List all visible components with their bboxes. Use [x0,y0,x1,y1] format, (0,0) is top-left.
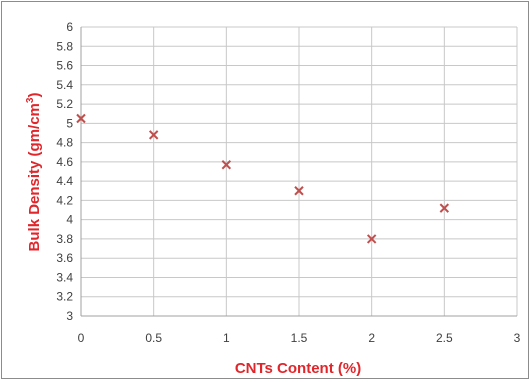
y-tick-label: 5.6 [56,59,73,73]
y-tick-label: 5.4 [56,78,73,92]
data-point-marker [76,113,86,124]
y-tick-label: 6 [66,20,73,34]
y-tick-label: 5.8 [56,39,73,53]
y-tick-label: 3.6 [56,251,73,265]
y-tick-labels: 3 3.2 3.4 3.6 3.8 4 4.2 4.4 4.6 4.8 5 5.2 5.4 5.6 5.8 6 [56,20,73,323]
y-axis-title-superscript: 3 [25,97,36,103]
x-axis-title: CNTs Content (%) [235,360,361,377]
y-axis-title: Bulk Density (gm/cm3) [25,93,43,252]
y-tick-label: 3.8 [56,232,73,246]
data-point-marker [221,160,232,170]
y-tick-label: 3.2 [56,290,73,304]
y-tick-label: 5.2 [56,97,73,111]
y-axis-title-close: ) [26,93,43,98]
x-tick-label: 2 [368,331,375,345]
data-point-marker [439,203,450,213]
data-point-marker [148,130,159,140]
y-tick-label: 3 [66,309,73,323]
y-tick-label: 4 [66,213,73,227]
x-tick-label: 1 [223,331,230,345]
x-tick-label: 0 [78,331,85,345]
axes [80,27,517,317]
data-point-marker [366,234,377,244]
data-markers [76,113,450,244]
y-axis-title-main: Bulk Density (gm/cm [26,103,43,251]
x-tick-label: 1.5 [291,331,308,345]
y-tick-label: 3.4 [56,270,73,284]
y-tick-label: 5 [66,116,73,130]
data-point-marker [294,186,304,196]
x-tick-label: 3 [514,331,521,345]
y-tick-label: 4.2 [56,193,73,207]
x-tick-label: 2.5 [436,331,453,345]
y-tick-label: 4.6 [56,155,73,169]
y-tick-label: 4.8 [56,136,73,150]
y-tick-label: 4.4 [56,174,73,188]
grid-lines [80,26,518,317]
x-tick-label: 0.5 [145,331,162,345]
x-tick-labels: 0 0.5 1 1.5 2 2.5 3 [78,331,521,345]
